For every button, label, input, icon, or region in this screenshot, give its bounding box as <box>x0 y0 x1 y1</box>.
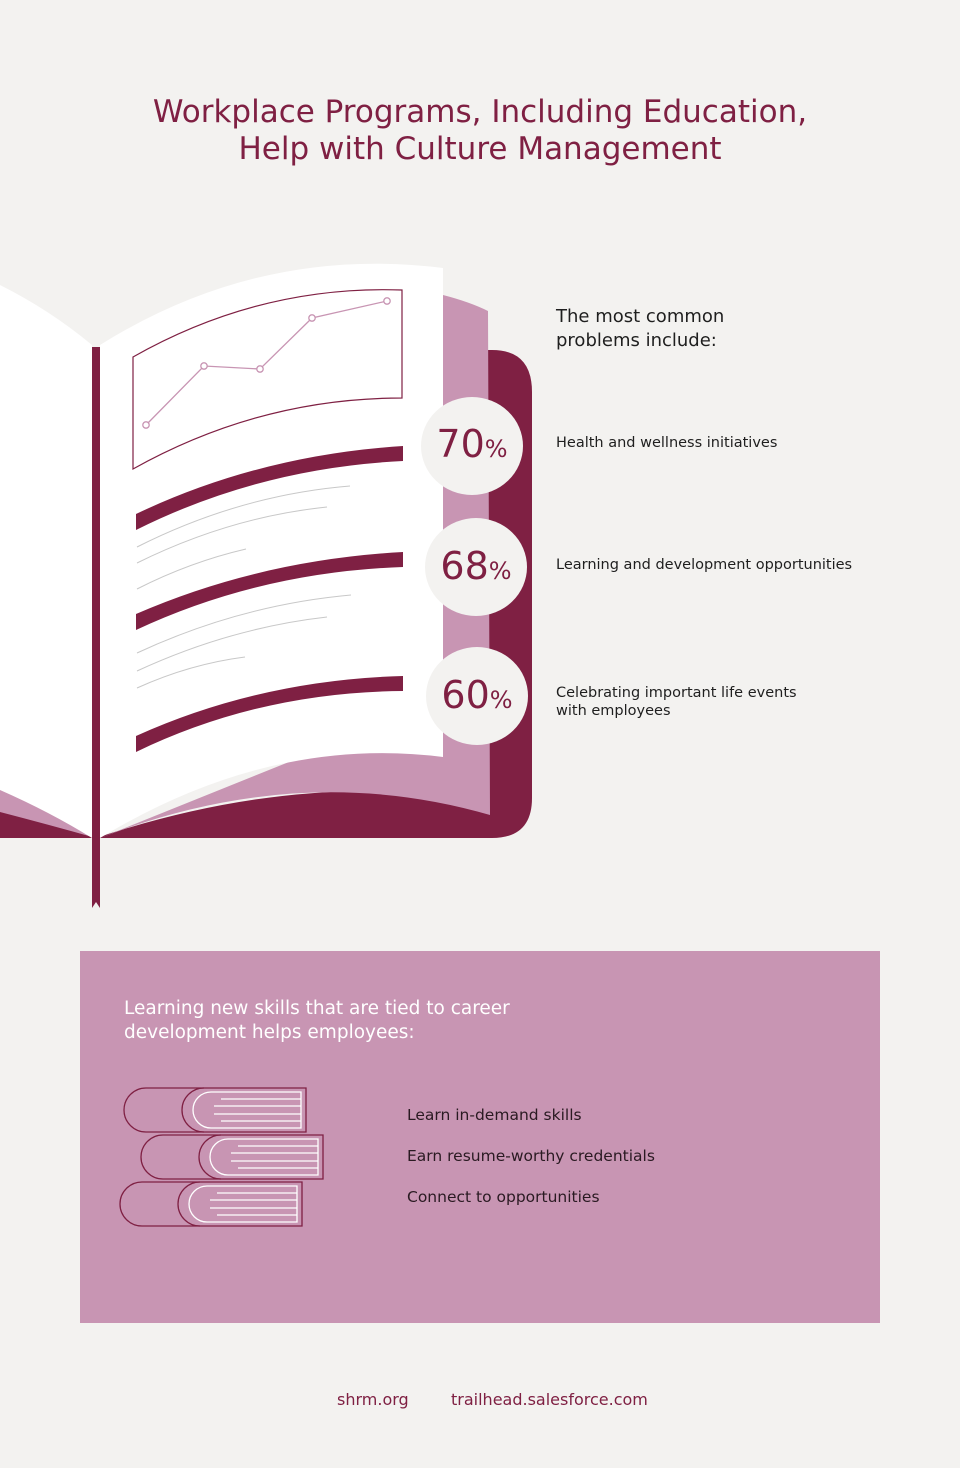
stat-value: 68 <box>440 544 489 588</box>
benefit-item: Connect to opportunities <box>407 1188 600 1206</box>
stat-unit: % <box>488 557 512 585</box>
book-page-left <box>0 285 92 838</box>
title-line-1: Workplace Programs, Including Education, <box>152 94 808 130</box>
stat-unit: % <box>489 686 513 714</box>
heading-bar <box>136 676 403 752</box>
problem-item: Learning and development opportunities <box>556 557 853 573</box>
heading-bar <box>136 446 403 530</box>
chart-point <box>383 297 391 305</box>
problem-item: Celebrating important life events with e… <box>556 684 876 720</box>
stat-60: 60% <box>425 675 529 720</box>
text-line <box>136 506 328 564</box>
panel-heading-line-1: Learning new skills that are tied to car… <box>124 998 510 1019</box>
stat-value: 70 <box>436 422 485 466</box>
benefit-item: Learn in-demand skills <box>407 1106 582 1124</box>
bookmark-ribbon <box>92 347 100 908</box>
text-line <box>136 656 246 689</box>
problem-item: Health and wellness initiatives <box>556 435 778 451</box>
footer-link-shrm[interactable]: shrm.org <box>337 1390 409 1409</box>
panel-heading: Learning new skills that are tied to car… <box>124 997 564 1045</box>
problem-item-line-2: with employees <box>556 703 671 719</box>
chart-point <box>200 362 208 370</box>
text-line <box>136 594 352 654</box>
chart-point <box>308 314 316 322</box>
open-book-illustration <box>0 263 532 908</box>
benefits-panel: Learning new skills that are tied to car… <box>80 951 880 1323</box>
panel-heading-line-2: development helps employees: <box>124 1022 415 1043</box>
chart-point <box>256 365 264 373</box>
stacked-books-icon <box>119 1087 324 1227</box>
percent-circle <box>421 397 523 495</box>
book-pages-right <box>100 295 490 838</box>
chart-point <box>142 421 150 429</box>
stat-70: 70% <box>420 424 524 469</box>
heading-bar <box>136 552 403 630</box>
book-page-right <box>100 263 443 838</box>
text-line <box>136 616 328 672</box>
percent-circle <box>426 647 528 745</box>
stat-unit: % <box>484 435 508 463</box>
chart-frame <box>132 289 403 471</box>
problems-heading: The most common problems include: <box>556 305 816 353</box>
stat-value: 60 <box>441 673 490 717</box>
problem-item-line-1: Celebrating important life events <box>556 685 797 701</box>
page-title: Workplace Programs, Including Education,… <box>0 94 960 168</box>
problems-heading-line-2: problems include: <box>556 330 717 351</box>
stat-68: 68% <box>424 546 528 591</box>
footer-link-trailhead[interactable]: trailhead.salesforce.com <box>451 1390 648 1409</box>
text-line <box>136 485 351 548</box>
benefit-item: Earn resume-worthy credentials <box>407 1147 655 1165</box>
percent-circle <box>425 518 527 616</box>
title-line-2: Help with Culture Management <box>238 131 722 167</box>
problems-heading-line-1: The most common <box>556 306 725 327</box>
text-line <box>136 548 247 590</box>
